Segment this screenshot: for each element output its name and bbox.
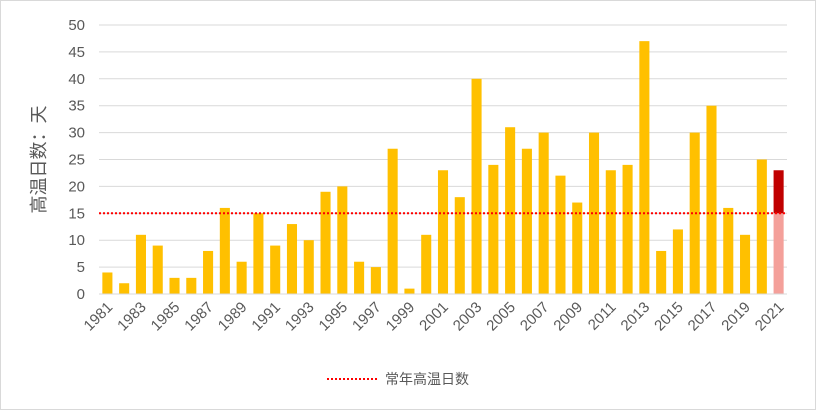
y-tick-label: 0 (77, 286, 85, 303)
x-tick-label: 1983 (114, 299, 150, 335)
x-tick-label: 2019 (718, 299, 754, 335)
bar-1992 (286, 224, 298, 294)
bar-2009 (572, 202, 583, 294)
bar-1995 (337, 186, 348, 294)
bars (102, 41, 784, 294)
y-tick-label: 20 (68, 178, 85, 195)
bar-2003 (471, 78, 482, 294)
x-tick-label: 1993 (282, 299, 318, 335)
bar-1981 (102, 272, 113, 294)
x-tick-label: 1981 (81, 299, 117, 335)
bar-2016 (689, 132, 700, 294)
bar-1993 (303, 240, 314, 294)
x-tick-label: 2013 (618, 299, 654, 335)
bar-1987 (203, 250, 214, 294)
y-tick-label: 25 (68, 152, 85, 169)
bar-1985 (169, 277, 180, 294)
y-tick-labels: 0 5 10 15 20 25 30 35 40 45 50 (68, 17, 85, 303)
legend: 常年高温日数 (327, 371, 469, 388)
x-tick-label: 1985 (148, 299, 184, 335)
bar-2021-excess-part (773, 170, 784, 214)
bar-2018 (723, 207, 734, 294)
x-tick-label: 1991 (248, 299, 284, 335)
x-tick-label: 2015 (651, 299, 687, 335)
bar-1990 (253, 213, 264, 294)
x-tick-label: 1999 (383, 299, 419, 335)
bar-1997 (370, 267, 381, 294)
x-tick-label: 2007 (517, 299, 553, 335)
x-tick-label: 2005 (483, 299, 519, 335)
x-tick-label: 1989 (215, 299, 251, 335)
x-tick-label: 2017 (685, 299, 721, 335)
x-tick-label: 2021 (752, 299, 788, 335)
bar-1984 (152, 245, 163, 294)
y-tick-label: 30 (68, 125, 85, 142)
x-tick-label: 2001 (416, 299, 452, 335)
bar-1999 (404, 288, 415, 294)
bar-2021-normal-part (773, 213, 784, 294)
bar-2002 (454, 197, 465, 294)
x-tick-label: 1997 (349, 299, 385, 335)
y-axis-label: 高温日数：天 (29, 106, 50, 214)
bar-1983 (135, 234, 146, 294)
bar-2004 (488, 164, 499, 294)
y-tick-label: 15 (68, 205, 85, 222)
bar-1986 (186, 277, 197, 294)
x-tick-label: 2003 (450, 299, 486, 335)
y-tick-label: 50 (68, 17, 85, 34)
x-tick-labels: 1981198319851987198919911993199519971999… (81, 299, 788, 335)
bar-1996 (354, 261, 365, 294)
bar-2000 (421, 234, 432, 294)
bar-1989 (236, 261, 247, 294)
y-tick-label: 45 (68, 44, 85, 61)
bar-1988 (219, 207, 230, 294)
bar-2015 (672, 229, 683, 294)
bar-2010 (588, 132, 600, 294)
x-tick-label: 1987 (181, 299, 217, 335)
bar-2019 (740, 234, 751, 294)
bar-1998 (387, 148, 398, 294)
bar-2014 (656, 250, 667, 294)
y-tick-label: 10 (68, 232, 85, 249)
legend-label-normal: 常年高温日数 (385, 371, 469, 388)
gridlines (99, 24, 787, 268)
bar-2005 (505, 127, 516, 294)
bar-2001 (437, 170, 449, 294)
x-tick-label: 1995 (316, 299, 352, 335)
bar-2020 (756, 159, 767, 294)
x-tick-label: 2011 (585, 299, 620, 334)
bar-1991 (270, 245, 281, 294)
bar-1982 (119, 283, 130, 294)
bar-2011 (605, 170, 616, 294)
y-tick-label: 40 (68, 71, 85, 88)
bar-2013 (639, 41, 650, 294)
bar-2012 (622, 164, 633, 294)
x-tick-label: 2009 (550, 299, 586, 335)
y-tick-label: 5 (77, 259, 85, 276)
bar-2006 (521, 148, 532, 294)
bar-2008 (555, 175, 566, 294)
bar-2017 (706, 105, 717, 294)
y-tick-label: 35 (68, 98, 85, 115)
bar-1994 (320, 191, 331, 294)
